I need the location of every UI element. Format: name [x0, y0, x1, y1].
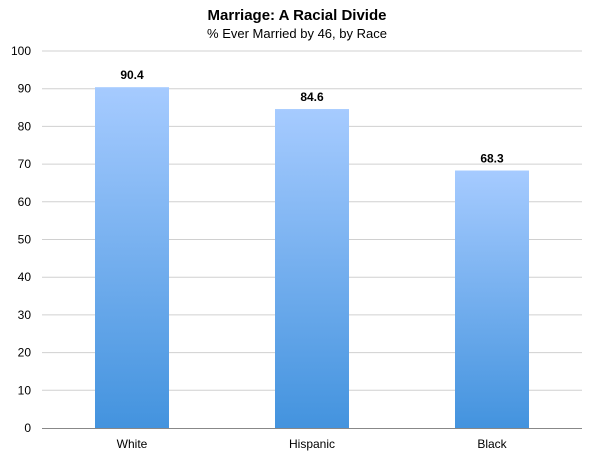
bar-white	[95, 87, 169, 428]
y-tick-label: 20	[18, 346, 32, 360]
data-label-hispanic: 84.6	[300, 90, 324, 104]
y-tick-label: 80	[18, 119, 32, 133]
chart-title: Marriage: A Racial Divide	[208, 7, 387, 24]
y-tick-label: 40	[18, 270, 32, 284]
bar-black	[455, 170, 529, 428]
y-tick-label: 10	[18, 383, 32, 397]
y-tick-label: 60	[18, 195, 32, 209]
y-tick-label: 50	[18, 233, 32, 247]
data-labels: 90.4 84.6 68.3	[120, 68, 504, 165]
x-tick-label-black: Black	[477, 437, 507, 451]
data-label-black: 68.3	[480, 152, 504, 166]
y-tick-label: 70	[18, 157, 32, 171]
y-tick-label: 0	[24, 421, 31, 435]
x-tick-label-white: White	[117, 437, 148, 451]
y-tick-label: 100	[11, 44, 31, 58]
chart-subtitle: % Ever Married by 46, by Race	[207, 26, 387, 41]
data-label-white: 90.4	[120, 68, 144, 82]
y-tick-label: 30	[18, 308, 32, 322]
y-tick-label: 90	[18, 82, 32, 96]
bar-hispanic	[275, 109, 349, 429]
x-axis-ticks: White Hispanic Black	[117, 437, 508, 451]
x-tick-label-hispanic: Hispanic	[289, 437, 335, 451]
y-axis-ticks: 0 10 20 30 40 50 60 70 80 90 100	[11, 44, 31, 435]
bars	[95, 87, 529, 429]
